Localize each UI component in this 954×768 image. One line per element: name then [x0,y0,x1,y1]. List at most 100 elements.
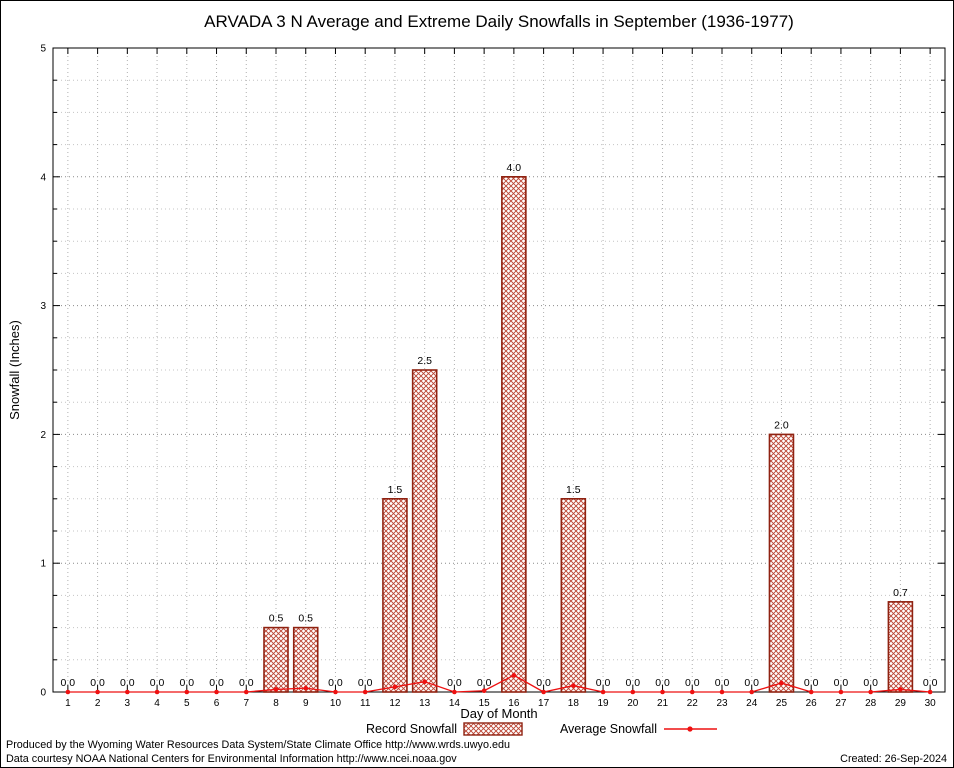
x-tick-label: 1 [65,698,71,709]
y-tick-label: 2 [40,430,46,441]
plot-area: 1 2 3 4 5 6 7 8 9 10 11 12 13 14 15 16 17 18 19 20 21 22 23 24 2… [40,44,946,709]
bar-value-label: 2.5 [417,355,432,367]
bar-value-label: 0.0 [596,677,611,689]
record-bar [292,626,319,693]
record-bar [887,601,914,693]
x-tick-label: 6 [214,698,220,709]
x-tick-label: 22 [687,698,699,709]
bar-value-label: 0.0 [625,677,640,689]
legend-average-marker [687,726,693,732]
footer-producer: Produced by the Wyoming Water Resources … [6,739,510,751]
average-marker [719,689,725,695]
bar-value-label: 0.0 [120,677,135,689]
average-marker [333,689,338,695]
record-bar [263,626,289,693]
average-marker [392,684,398,690]
bar-value-label: 0.0 [834,677,849,689]
bar-value-label: 0.5 [298,613,313,625]
record-bar [501,176,527,693]
bar-value-label: 0.0 [685,677,700,689]
average-marker [303,685,309,691]
x-tick-label: 21 [657,698,669,709]
average-marker [660,689,665,695]
bar-value-label: 0.0 [328,677,343,689]
average-marker [154,689,160,695]
y-tick-label: 0 [40,688,46,699]
footer-created-date: Created: 26-Sep-2024 [840,753,947,765]
bar-value-label: 0.0 [655,677,670,689]
bar-value-label: 0.0 [477,677,492,689]
x-tick-label: 13 [419,698,431,709]
x-tick-label: 28 [865,698,877,709]
bar-value-label: 0.0 [358,677,373,689]
bar-value-label: 0.0 [863,677,878,689]
average-marker [243,689,249,695]
bar-value-label: 0.0 [61,677,76,689]
average-marker [749,689,755,695]
average-marker [125,689,130,695]
average-marker [808,689,814,695]
bar-value-label: 0.5 [269,613,284,625]
average-marker [571,683,576,688]
x-tick-label: 3 [125,698,131,709]
bar-value-label: 0.0 [536,677,551,689]
average-marker [630,689,636,695]
average-marker [422,679,427,684]
bar-value-label: 0.0 [179,677,194,689]
x-tick-label: 14 [449,698,461,709]
average-marker [65,689,71,695]
record-bar [382,497,408,693]
record-bar [560,497,587,693]
x-tick-label: 7 [243,698,249,709]
average-marker [600,689,606,695]
chart-title: ARVADA 3 N Average and Extreme Daily Sno… [204,12,794,31]
average-marker [214,689,219,695]
average-marker [184,689,190,695]
x-tick-label: 25 [776,698,788,709]
record-bar [411,369,438,693]
average-marker [689,689,695,695]
x-tick-label: 29 [895,698,907,709]
average-marker [273,687,279,692]
bar-value-label: 4.0 [507,162,522,174]
x-tick-label: 8 [273,698,279,709]
x-tick-label: 19 [598,698,610,709]
x-tick-label: 18 [568,698,580,709]
legend-record-label: Record Snowfall [366,722,457,736]
y-tick-label: 5 [40,44,46,55]
average-marker [927,689,933,695]
average-marker [779,680,784,686]
x-tick-label: 24 [746,698,758,709]
bar-value-label: 2.0 [774,419,789,431]
bar-value-label: 1.5 [566,484,581,496]
bar-value-label: 0.0 [804,677,819,689]
legend-record-swatch [463,722,523,736]
legend-average-label: Average Snowfall [560,722,657,736]
bar-value-label: 0.0 [90,677,105,689]
x-tick-label: 11 [360,698,371,709]
legend: Record Snowfall Average Snowfall [366,722,717,736]
x-tick-label: 10 [330,698,342,709]
y-axis-title: Snowfall (Inches) [7,320,22,420]
average-marker [362,689,368,695]
bar-value-label: 0.7 [893,587,908,599]
bar-value-label: 0.0 [923,677,938,689]
x-tick-label: 15 [479,698,491,709]
x-tick-label: 17 [538,698,550,709]
average-marker [511,672,517,678]
average-line [67,674,931,693]
x-tick-label: 26 [806,698,818,709]
footer-courtesy: Data courtesy NOAA National Centers for … [6,753,457,765]
x-tick-label: 30 [925,698,937,709]
x-tick-label: 2 [95,698,101,709]
x-tick-label: 16 [508,698,520,709]
y-tick-label: 3 [40,301,46,312]
x-tick-label: 23 [716,698,728,709]
x-axis-title: Day of Month [460,706,537,721]
bar-value-label: 0.0 [744,677,759,689]
bar-value-label: 0.0 [239,677,254,689]
x-tick-label: 20 [627,698,639,709]
y-tick-label: 1 [40,559,46,570]
average-marker [481,688,487,694]
